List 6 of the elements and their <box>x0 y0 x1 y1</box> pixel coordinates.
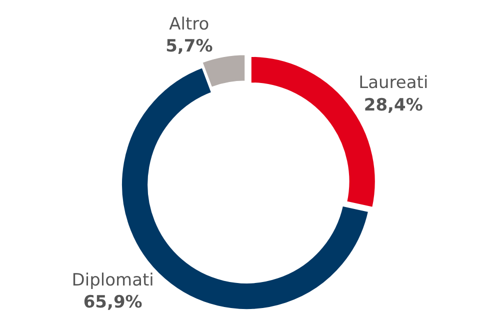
data-label: 28,4% <box>364 95 423 116</box>
slice-label: Laureati <box>358 73 428 94</box>
data-label: 65,9% <box>83 292 142 312</box>
slice-label: Altro <box>169 14 210 35</box>
slice-label: Diplomati <box>72 270 154 290</box>
data-label: 5,7% <box>166 36 213 57</box>
